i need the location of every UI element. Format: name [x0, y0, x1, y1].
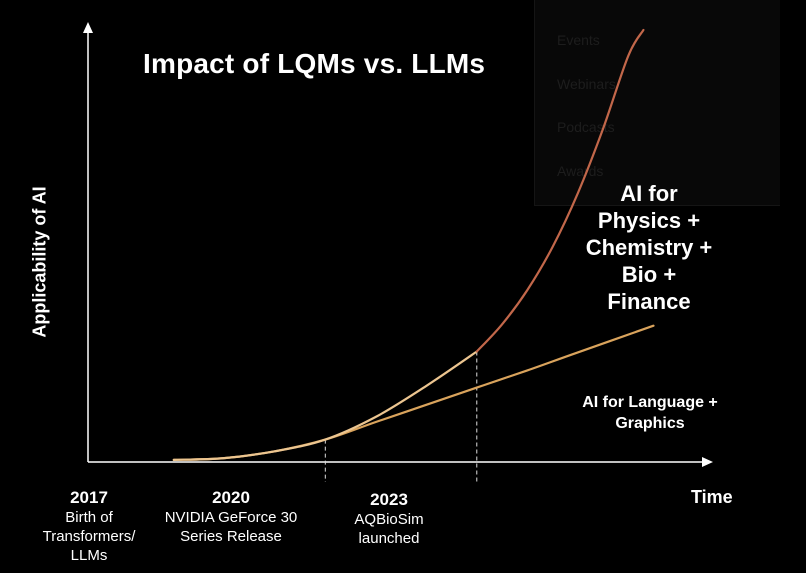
x-axis-label: Time [691, 487, 733, 507]
milestone-2020: 2020 NVIDIA GeForce 30 Series Release [146, 487, 316, 546]
tick-label-year: 2017 [70, 488, 108, 507]
background-menu-item: Webinars [557, 76, 616, 92]
x-axis-arrow-icon [702, 457, 713, 467]
chart-title: Impact of LQMs vs. LLMs [143, 48, 486, 79]
tick-label-year: 2023 [370, 490, 408, 509]
background-menu-item: Podcasts [557, 119, 615, 135]
background-nav-menu: Events Webinars Podcasts Awards [534, 0, 780, 206]
background-menu-item: Events [557, 32, 600, 48]
series-line-physics-early [172, 350, 478, 461]
background-menu-item: Awards [557, 163, 604, 179]
milestone-2017: 2017 Birth of Transformers/ LLMs [4, 487, 174, 565]
series-label-physics: AI for Physics + Chemistry + Bio + Finan… [585, 181, 713, 314]
series-line-physics-growth [475, 28, 645, 353]
y-axis-label: Applicability of AI [29, 186, 50, 338]
y-axis-arrow-icon [83, 22, 93, 33]
series-label-language: AI for Language + Graphics [582, 394, 718, 432]
milestone-2023: 2023 AQBioSim launched [304, 489, 474, 548]
tick-label-year: 2020 [212, 488, 250, 507]
